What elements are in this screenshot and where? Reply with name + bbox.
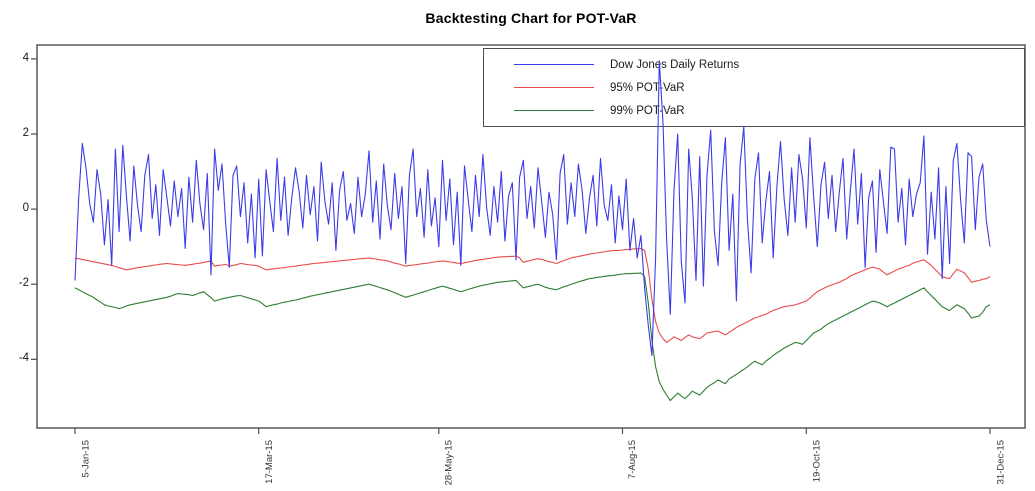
x-tick-label: 17-Mar-15 xyxy=(263,440,275,484)
y-tick-label: -4 xyxy=(18,352,29,365)
x-tick-label: 28-May-15 xyxy=(443,440,455,486)
x-tick-label: 31-Dec-15 xyxy=(995,440,1006,485)
series-line-1 xyxy=(74,247,991,343)
legend-label-var95: 95% POT-VaR xyxy=(610,81,685,94)
legend-line-icon xyxy=(514,64,594,65)
legend-line-icon xyxy=(514,110,594,111)
y-tick-label: 4 xyxy=(22,51,29,64)
x-tick-label: 7-Aug-15 xyxy=(627,440,639,480)
legend-label-dow-jones: Dow Jones Daily Returns xyxy=(610,58,740,71)
series-line-2 xyxy=(74,272,991,402)
legend-label-var99: 99% POT-VaR xyxy=(610,104,685,117)
legend: Dow Jones Daily Returns 95% POT-VaR 99% … xyxy=(483,48,1025,127)
x-tick-label: 5-Jan-15 xyxy=(80,440,91,478)
legend-row-dow-jones: Dow Jones Daily Returns xyxy=(484,53,1024,76)
x-tick-label: 19-Oct-15 xyxy=(811,440,823,483)
legend-row-var95: 95% POT-VaR xyxy=(484,76,1024,99)
y-tick-label: 0 xyxy=(22,202,29,215)
legend-row-var99: 99% POT-VaR xyxy=(484,99,1024,122)
chart-title: Backtesting Chart for POT-VaR xyxy=(425,10,637,26)
legend-line-icon xyxy=(514,87,594,88)
y-tick-label: -2 xyxy=(18,277,29,290)
y-tick-label: 2 xyxy=(22,126,29,139)
